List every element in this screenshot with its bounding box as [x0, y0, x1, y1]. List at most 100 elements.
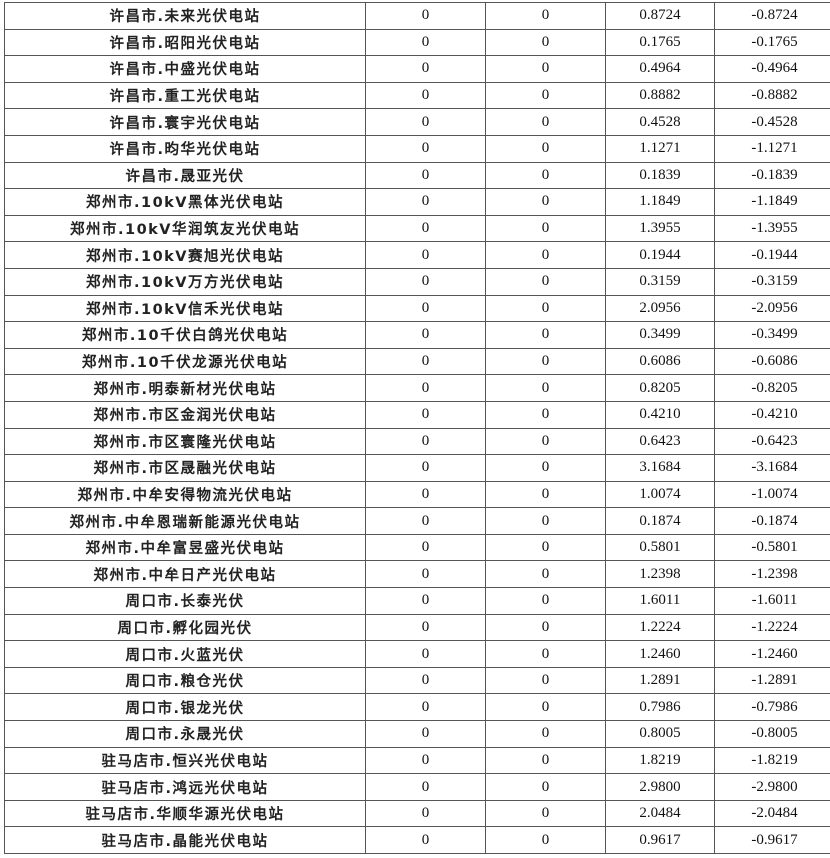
station-name-cell: 驻马店市.华顺华源光伏电站 — [4, 799, 366, 828]
station-name-cell: 驻马店市.鸿远光伏电站 — [4, 773, 366, 801]
value-cell-2: 0 — [485, 799, 606, 828]
value-cell-1: 0 — [365, 2, 486, 30]
table-row: 郑州市.10kV华润筑友光伏电站 0 0 1.3955 -1.3955 — [4, 214, 830, 243]
value-cell-2: 0 — [485, 400, 606, 429]
table-row: 郑州市.中牟恩瑞新能源光伏电站 0 0 0.1874 -0.1874 — [4, 507, 830, 535]
value-cell-2: 0 — [485, 347, 606, 376]
station-name-cell: 郑州市.10千伏龙源光伏电站 — [4, 347, 366, 376]
value-cell-2: 0 — [485, 321, 606, 349]
value-cell-2: 0 — [485, 720, 606, 748]
value-cell-3: 1.0074 — [605, 480, 715, 509]
value-cell-3: 0.1874 — [605, 507, 715, 535]
value-cell-4: -1.2398 — [714, 560, 830, 589]
value-cell-4: -0.3499 — [714, 321, 830, 349]
value-cell-1: 0 — [365, 28, 486, 57]
value-cell-2: 0 — [485, 241, 606, 269]
table-row: 驻马店市.鸿远光伏电站 0 0 2.9800 -2.9800 — [4, 773, 830, 801]
value-cell-2: 0 — [485, 81, 606, 110]
value-cell-3: 0.3159 — [605, 267, 715, 296]
station-name-cell: 郑州市.市区寰隆光伏电站 — [4, 427, 366, 456]
value-cell-1: 0 — [365, 613, 486, 642]
value-cell-1: 0 — [365, 533, 486, 562]
station-name-cell: 驻马店市.恒兴光伏电站 — [4, 746, 366, 775]
value-cell-4: -0.8882 — [714, 81, 830, 110]
table-row: 郑州市.市区金润光伏电站 0 0 0.4210 -0.4210 — [4, 400, 830, 429]
value-cell-3: 0.3499 — [605, 321, 715, 349]
table-row: 周口市.火蓝光伏 0 0 1.2460 -1.2460 — [4, 640, 830, 668]
value-cell-4: -0.1944 — [714, 241, 830, 269]
value-cell-2: 0 — [485, 134, 606, 163]
value-cell-1: 0 — [365, 427, 486, 456]
value-cell-1: 0 — [365, 267, 486, 296]
value-cell-4: -1.3955 — [714, 214, 830, 243]
value-cell-2: 0 — [485, 533, 606, 562]
value-cell-3: 0.1944 — [605, 241, 715, 269]
value-cell-3: 1.1271 — [605, 134, 715, 163]
table-row: 许昌市.中盛光伏电站 0 0 0.4964 -0.4964 — [4, 55, 830, 83]
value-cell-1: 0 — [365, 294, 486, 323]
station-name-cell: 郑州市.中牟安得物流光伏电站 — [4, 480, 366, 509]
value-cell-2: 0 — [485, 826, 606, 854]
value-cell-1: 0 — [365, 347, 486, 376]
value-cell-3: 1.8219 — [605, 746, 715, 775]
value-cell-1: 0 — [365, 560, 486, 589]
value-cell-3: 0.6086 — [605, 347, 715, 376]
value-cell-3: 1.1849 — [605, 188, 715, 216]
value-cell-4: -1.1849 — [714, 188, 830, 216]
station-name-cell: 郑州市.10kV万方光伏电站 — [4, 267, 366, 296]
station-name-cell: 周口市.长泰光伏 — [4, 587, 366, 615]
value-cell-1: 0 — [365, 799, 486, 828]
value-cell-1: 0 — [365, 720, 486, 748]
station-name-cell: 郑州市.10kV黑体光伏电站 — [4, 188, 366, 216]
station-name-cell: 周口市.银龙光伏 — [4, 693, 366, 722]
value-cell-2: 0 — [485, 746, 606, 775]
value-cell-3: 0.5801 — [605, 533, 715, 562]
table-row: 周口市.长泰光伏 0 0 1.6011 -1.6011 — [4, 587, 830, 615]
value-cell-4: -3.1684 — [714, 454, 830, 482]
value-cell-4: -1.0074 — [714, 480, 830, 509]
value-cell-3: 0.6423 — [605, 427, 715, 456]
value-cell-1: 0 — [365, 640, 486, 668]
table-row: 郑州市.10kV信禾光伏电站 0 0 2.0956 -2.0956 — [4, 294, 830, 323]
value-cell-3: 0.4210 — [605, 400, 715, 429]
table-row: 许昌市.未来光伏电站 0 0 0.8724 -0.8724 — [4, 2, 830, 30]
value-cell-4: -1.2460 — [714, 640, 830, 668]
table-row: 许昌市.重工光伏电站 0 0 0.8882 -0.8882 — [4, 81, 830, 110]
value-cell-3: 0.8005 — [605, 720, 715, 748]
value-cell-1: 0 — [365, 321, 486, 349]
table-row: 周口市.粮仓光伏 0 0 1.2891 -1.2891 — [4, 666, 830, 695]
value-cell-3: 3.1684 — [605, 454, 715, 482]
value-cell-3: 0.7986 — [605, 693, 715, 722]
table-row: 郑州市.中牟日产光伏电站 0 0 1.2398 -1.2398 — [4, 560, 830, 589]
value-cell-3: 2.0484 — [605, 799, 715, 828]
value-cell-1: 0 — [365, 773, 486, 801]
value-cell-2: 0 — [485, 374, 606, 402]
table-row: 驻马店市.华顺华源光伏电站 0 0 2.0484 -2.0484 — [4, 799, 830, 828]
table-row: 郑州市.中牟安得物流光伏电站 0 0 1.0074 -1.0074 — [4, 480, 830, 509]
station-name-cell: 许昌市.昭阳光伏电站 — [4, 28, 366, 57]
table-row: 郑州市.明泰新材光伏电站 0 0 0.8205 -0.8205 — [4, 374, 830, 402]
value-cell-3: 0.8882 — [605, 81, 715, 110]
value-cell-1: 0 — [365, 214, 486, 243]
station-name-cell: 郑州市.10kV赛旭光伏电站 — [4, 241, 366, 269]
value-cell-3: 0.1765 — [605, 28, 715, 57]
value-cell-2: 0 — [485, 161, 606, 190]
station-name-cell: 许昌市.昀华光伏电站 — [4, 134, 366, 163]
table-row: 郑州市.市区寰隆光伏电站 0 0 0.6423 -0.6423 — [4, 427, 830, 456]
value-cell-3: 0.8205 — [605, 374, 715, 402]
value-cell-2: 0 — [485, 507, 606, 535]
station-name-cell: 周口市.粮仓光伏 — [4, 666, 366, 695]
station-name-cell: 郑州市.市区晟融光伏电站 — [4, 454, 366, 482]
value-cell-4: -1.1271 — [714, 134, 830, 163]
value-cell-3: 0.4528 — [605, 108, 715, 136]
station-name-cell: 郑州市.中牟日产光伏电站 — [4, 560, 366, 589]
value-cell-1: 0 — [365, 507, 486, 535]
value-cell-3: 1.2398 — [605, 560, 715, 589]
value-cell-1: 0 — [365, 826, 486, 854]
value-cell-1: 0 — [365, 400, 486, 429]
value-cell-1: 0 — [365, 666, 486, 695]
table-row: 周口市.孵化园光伏 0 0 1.2224 -1.2224 — [4, 613, 830, 642]
station-name-cell: 郑州市.中牟富昱盛光伏电站 — [4, 533, 366, 562]
station-name-cell: 许昌市.重工光伏电站 — [4, 81, 366, 110]
value-cell-1: 0 — [365, 693, 486, 722]
